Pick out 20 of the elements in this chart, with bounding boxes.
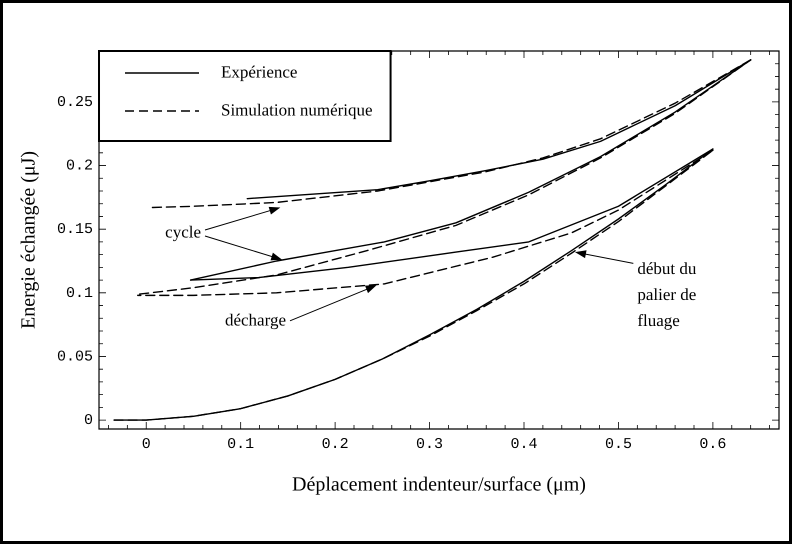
annotation: début du palier de fluage bbox=[637, 258, 697, 330]
y-tick-label: 0.15 bbox=[56, 221, 94, 238]
x-tick-label: 0.2 bbox=[322, 436, 349, 453]
x-tick-label: 0.4 bbox=[510, 436, 538, 453]
legend-label: Expérience bbox=[221, 62, 298, 82]
y-tick-label: 0.2 bbox=[66, 158, 94, 175]
x-axis-title: Déplacement indenteur/surface (μm) bbox=[292, 473, 586, 496]
y-axis-title: Energie échangée (μJ) bbox=[17, 150, 40, 330]
y-tick-label: 0.1 bbox=[66, 284, 94, 302]
y-tick-label: 0 bbox=[84, 412, 94, 430]
x-tick-label: 0.3 bbox=[416, 436, 444, 453]
x-tick-label: 0.1 bbox=[227, 436, 254, 453]
x-tick-label: 0.5 bbox=[604, 436, 632, 453]
y-tick-label: 0.05 bbox=[56, 348, 94, 366]
y-tick-label: 0.25 bbox=[56, 94, 94, 111]
x-tick-label: 0 bbox=[142, 436, 151, 453]
annotation: décharge bbox=[224, 310, 286, 330]
legend-label: Simulation numérique bbox=[221, 100, 373, 120]
annotation: cycle bbox=[165, 222, 202, 242]
x-tick-label: 0.6 bbox=[699, 436, 726, 453]
